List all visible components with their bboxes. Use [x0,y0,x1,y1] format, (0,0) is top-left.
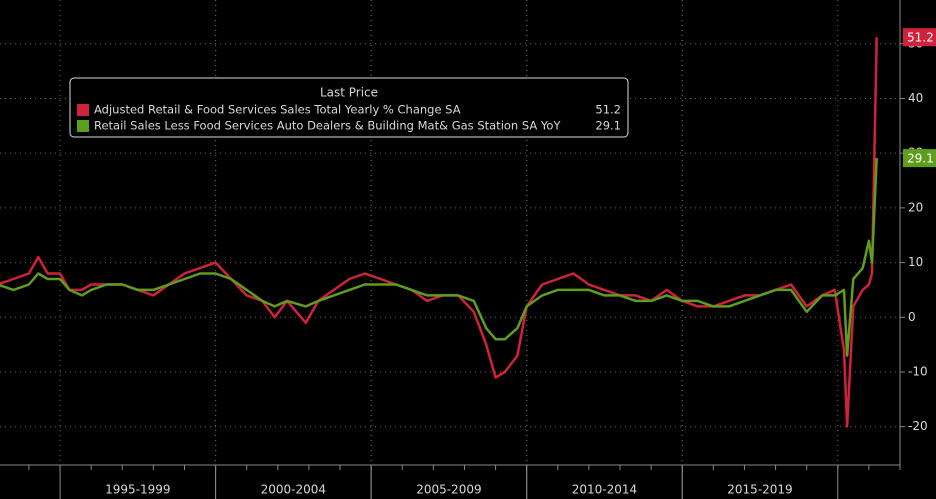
legend-swatch [77,104,89,116]
y-tick-label: 40 [908,91,923,105]
lines [0,37,878,428]
y-tick-label: -20 [908,419,928,433]
legend-label: Adjusted Retail & Food Services Sales To… [94,103,461,117]
legend-title: Last Price [320,86,378,100]
legend-swatch [77,120,89,132]
x-tick-label: 1995-1999 [105,483,170,497]
legend: Last Price Adjusted Retail & Food Servic… [69,77,629,138]
x-tick-label: 2010-2014 [572,483,637,497]
last-value-tag [903,28,936,47]
axis: -20-10010203040501995-19992000-20042005-… [28,28,936,499]
series-line [0,158,878,357]
y-tick-label: 0 [908,310,916,324]
last-value-label: 51.2 [907,31,934,45]
x-tick-label: 2015-2019 [727,483,792,497]
y-tick-label: -10 [908,365,928,379]
x-tick-label: 2005-2009 [416,483,481,497]
y-tick-label: 20 [908,200,923,214]
legend-label: Retail Sales Less Food Services Auto Dea… [94,119,561,133]
last-value-tag [903,149,936,168]
legend-value: 51.2 [595,103,621,117]
legend-box [69,77,629,138]
x-tick-label: 2000-2004 [261,483,326,497]
y-tick-label: 10 [908,255,923,269]
last-value-label: 29.1 [907,152,934,166]
legend-value: 29.1 [595,119,621,133]
